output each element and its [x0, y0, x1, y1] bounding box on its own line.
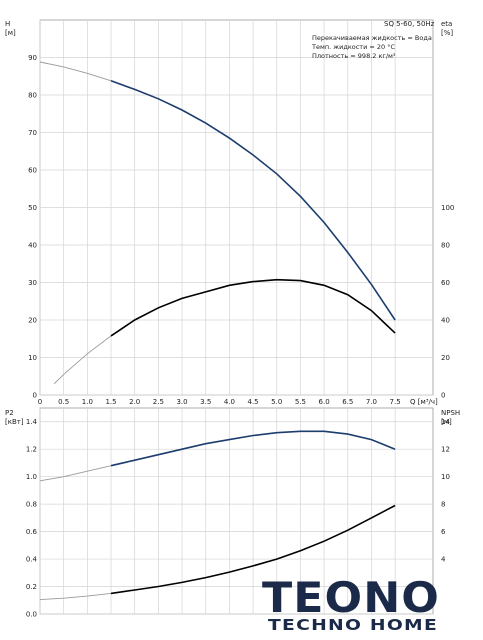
- x-tick-label: 1.0: [82, 398, 93, 406]
- title-label: SQ 5-60, 50Hz: [384, 20, 435, 28]
- series-0-curve: [110, 430, 396, 467]
- x-tick-label: 2.5: [153, 398, 164, 406]
- power-axis-label: P2: [5, 409, 14, 417]
- y-left-tick-label: 0.6: [26, 528, 38, 536]
- head-chart-ticks: 0 0.5 1.0 1.5 2.0 2.5 3.0 3.5 4.0 4.5 5.0 5.5 6.0 6.5…: [28, 54, 454, 406]
- logo-sub-text: TECHNO HOME: [268, 616, 438, 634]
- power-axis-unit: [кВт]: [5, 418, 24, 426]
- y-left-tick-label: 0.0: [26, 611, 37, 619]
- series-0-extrapolated: [39, 465, 112, 482]
- series-1-curve: [110, 278, 396, 337]
- y-left-tick-label: 80: [28, 92, 37, 100]
- y-left-tick-label: 0.4: [26, 556, 38, 564]
- y-left-tick-label: 70: [28, 129, 37, 137]
- x-tick-label: 4.5: [248, 398, 259, 406]
- head-chart-series: [39, 61, 396, 385]
- y-right-tick-label: 4: [441, 556, 446, 564]
- y-right-tick-label: 20: [441, 354, 450, 362]
- flow-axis-label: Q [м³/ч]: [410, 398, 438, 406]
- brand-logo: TEONO TECHNO HOME: [262, 573, 440, 634]
- y-right-tick-label: 14: [441, 418, 450, 426]
- y-right-tick-label: 0: [441, 392, 445, 400]
- y-right-tick-label: 60: [441, 279, 450, 287]
- y-left-tick-label: 0.2: [26, 583, 37, 591]
- series-1-extrapolated: [39, 592, 112, 601]
- y-right-tick-label: 6: [441, 528, 446, 536]
- y-left-tick-label: 0: [33, 392, 37, 400]
- power-chart-grid: [39, 407, 434, 615]
- x-tick-label: 1.5: [105, 398, 116, 406]
- x-tick-label: 3.5: [200, 398, 211, 406]
- logo-main-text: TEONO: [262, 573, 440, 622]
- x-tick-label: 7.0: [366, 398, 377, 406]
- series-0-extrapolated: [39, 61, 112, 82]
- y-right-tick-label: 12: [441, 446, 450, 454]
- power-chart-series: [39, 430, 396, 601]
- npsh-axis-label: NPSH: [441, 409, 460, 417]
- y-left-tick-label: 60: [28, 167, 37, 175]
- power-npsh-chart: 0.0 0.2 0.4 0.6 0.8 1.0 1.2 1.4 4 6 8 10 12 14 P2 [кВ…: [5, 407, 460, 619]
- x-tick-label: 3.0: [176, 398, 187, 406]
- y-left-tick-label: 1.4: [26, 418, 38, 426]
- y-right-tick-label: 10: [441, 473, 450, 481]
- eta-axis-label: eta: [441, 20, 452, 28]
- fluid-info-line-2: Темп. жидкости = 20 °C: [311, 43, 395, 51]
- y-left-tick-label: 40: [28, 242, 37, 250]
- x-tick-label: 6.5: [342, 398, 353, 406]
- x-tick-label: 0: [38, 398, 42, 406]
- head-axis-label: H: [5, 20, 10, 28]
- x-tick-label: 5.5: [295, 398, 306, 406]
- eta-axis-unit: [%]: [441, 29, 453, 37]
- fluid-info: Перекачиваемая жидкость = Вода Темп. жид…: [311, 34, 432, 60]
- y-left-tick-label: 0.8: [26, 501, 37, 509]
- npsh-axis-unit: [м]: [441, 418, 452, 426]
- fluid-info-line-1: Перекачиваемая жидкость = Вода: [312, 34, 432, 42]
- x-tick-label: 7.5: [390, 398, 401, 406]
- x-tick-label: 2.0: [129, 398, 140, 406]
- y-left-tick-label: 50: [28, 204, 37, 212]
- y-left-tick-label: 1.0: [26, 473, 37, 481]
- y-right-tick-label: 40: [441, 317, 450, 325]
- x-tick-label: 6.0: [319, 398, 330, 406]
- y-left-tick-label: 20: [28, 317, 37, 325]
- y-left-tick-label: 30: [28, 279, 37, 287]
- x-tick-label: 0.5: [58, 398, 69, 406]
- fluid-info-line-3: Плотность = 998.2 кг/м³: [312, 52, 396, 60]
- head-axis-unit: [м]: [5, 29, 16, 37]
- y-left-tick-label: 1.2: [26, 446, 37, 454]
- y-left-tick-label: 90: [28, 54, 37, 62]
- series-1-curve: [110, 504, 396, 595]
- x-tick-label: 4.0: [224, 398, 235, 406]
- series-1-extrapolated: [53, 335, 112, 385]
- y-left-tick-label: 10: [28, 354, 37, 362]
- y-right-tick-label: 100: [441, 204, 454, 212]
- y-right-tick-label: 8: [441, 501, 445, 509]
- y-right-tick-label: 80: [441, 242, 450, 250]
- head-chart-grid: [39, 19, 434, 396]
- power-chart-ticks: 0.0 0.2 0.4 0.6 0.8 1.0 1.2 1.4 4 6 8 10 12 14: [26, 418, 451, 618]
- head-efficiency-chart: 0 0.5 1.0 1.5 2.0 2.5 3.0 3.5 4.0 4.5 5.0 5.5 6.0 6.5…: [5, 19, 454, 406]
- series-0-curve: [110, 80, 396, 321]
- x-tick-label: 5.0: [271, 398, 282, 406]
